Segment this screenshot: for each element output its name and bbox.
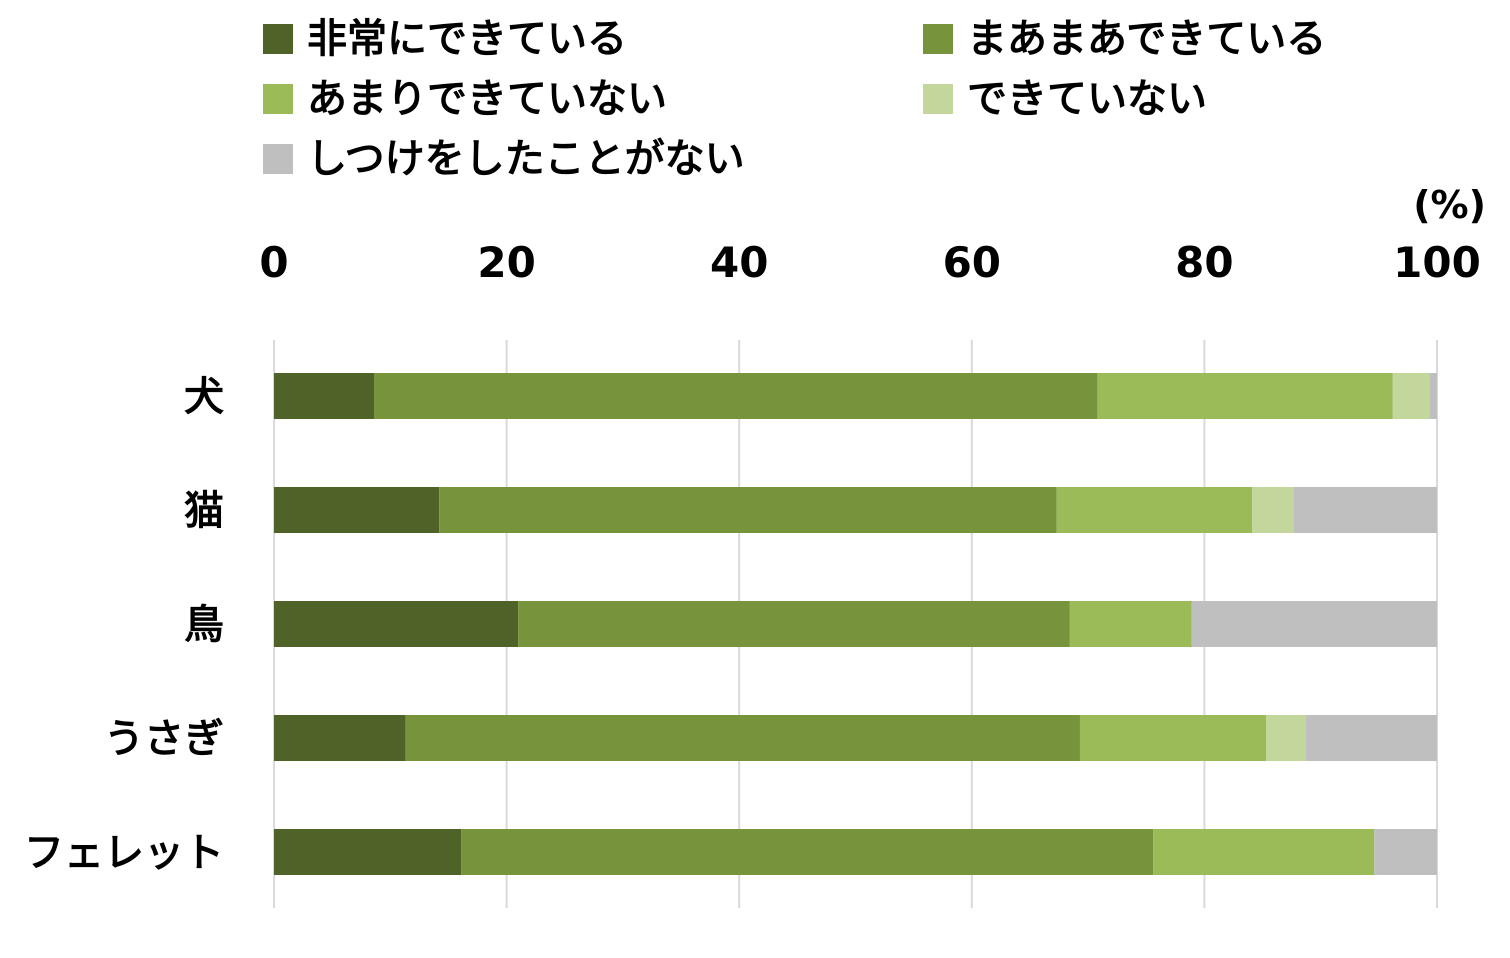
bar-segment-3-2 [518,601,1070,647]
bar-segment-4-5 [1305,715,1437,761]
bar-segment-1-4 [1392,373,1431,419]
x-axis-ticks: 0 20 40 60 80 100 [259,238,1480,287]
bar-segment-2-5 [1293,487,1437,533]
bar-segment-5-1 [274,829,462,875]
legend-label-4: できていない [967,76,1207,122]
bar-segment-2-2 [439,487,1057,533]
category-label-5: フェレット [24,830,224,876]
legend-swatch-3 [263,84,293,114]
bar-segment-1-2 [374,373,1098,419]
bar-segment-1-5 [1430,373,1437,419]
bar-segment-3-1 [274,601,519,647]
legend-label-3: あまりできていない [307,76,667,122]
legend-label-5: しつけをしたことがない [307,136,745,182]
category-label-3: 鳥 [184,602,224,648]
legend-item-3: あまりできていない [263,79,667,119]
x-tick-label-80: 80 [1175,238,1233,287]
legend-item-2: まあまあできている [923,19,1326,59]
legend-label-1: 非常にできている [307,16,627,62]
legend-swatch-4 [923,84,953,114]
x-tick-label-60: 60 [943,238,1001,287]
x-tick-label-20: 20 [477,238,535,287]
bar-segment-1-3 [1097,373,1393,419]
bar-segment-3-5 [1191,601,1437,647]
bar-segment-5-2 [461,829,1154,875]
bar-segment-2-1 [274,487,440,533]
category-label-4: うさぎ [104,716,224,762]
bar-segment-4-3 [1079,715,1267,761]
x-tick-label-40: 40 [710,238,768,287]
bar-segment-1-1 [274,373,375,419]
bar-segment-4-1 [274,715,406,761]
x-tick-label-0: 0 [259,238,288,287]
legend-label-2: まあまあできている [967,16,1327,62]
legend-item-5: しつけをしたことがない [263,139,745,179]
bar-segment-2-3 [1056,487,1253,533]
category-label-1: 犬 [184,374,224,420]
category-label-2: 猫 [184,488,224,534]
legend-swatch-1 [263,24,293,54]
bars [274,373,1437,875]
legend-swatch-5 [263,144,293,174]
unit-label: (%) [1413,183,1486,227]
bar-segment-5-3 [1153,829,1375,875]
legend-item-1: 非常にできている [263,19,627,59]
legend-swatch-2 [923,24,953,54]
legend-item-4: できていない [923,79,1207,119]
bar-segment-5-5 [1374,829,1437,875]
bar-segment-4-2 [405,715,1080,761]
bar-segment-4-4 [1266,715,1306,761]
x-tick-label-100: 100 [1393,238,1481,287]
bar-segment-3-3 [1069,601,1192,647]
bar-segment-2-4 [1252,487,1294,533]
